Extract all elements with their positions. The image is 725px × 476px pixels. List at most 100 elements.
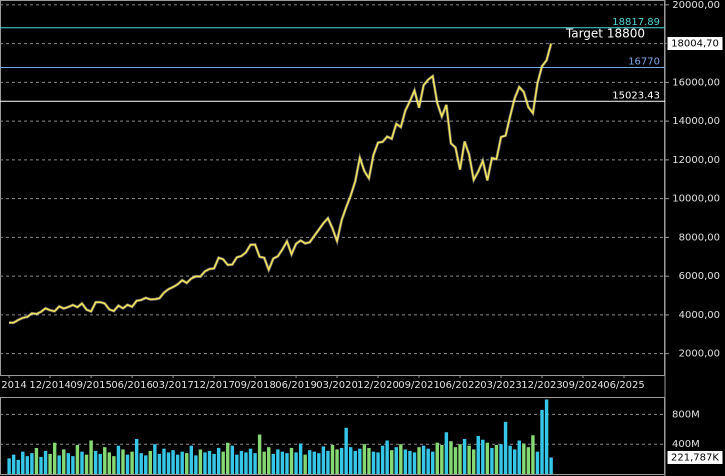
volume-bar <box>371 451 376 474</box>
volume-bar <box>462 438 467 474</box>
volume-bar <box>280 451 285 474</box>
volume-bar <box>230 445 235 474</box>
volume-bar <box>153 444 157 474</box>
y-tick-label: 20000,00 <box>672 0 720 11</box>
volume-bar <box>440 444 444 474</box>
volume-bar <box>376 452 380 474</box>
last-price-label: 18004,70 <box>671 39 719 50</box>
volume-bar <box>417 447 421 474</box>
volume-bar <box>499 444 503 474</box>
volume-bar <box>412 452 417 474</box>
volume-bar <box>121 449 125 474</box>
volume-bar <box>403 449 408 474</box>
volume-bar <box>540 409 544 474</box>
volume-bar <box>57 455 61 474</box>
y-tick-label: 2000,00 <box>679 349 720 360</box>
volume-bar <box>11 454 16 474</box>
volume-bar <box>339 447 344 474</box>
x-tick-label: 09/2024 <box>562 380 604 391</box>
volume-bar <box>549 457 553 474</box>
volume-bar <box>194 455 198 474</box>
y-tick-label: 10000,00 <box>672 194 720 205</box>
volume-bar <box>544 399 549 474</box>
level-label: 16770 <box>628 56 660 67</box>
volume-bar <box>157 453 162 474</box>
volume-bar <box>298 443 303 474</box>
volume-bar <box>21 451 25 474</box>
volume-bar <box>512 449 517 474</box>
volume-bar <box>335 449 339 474</box>
volume-bar <box>248 448 253 474</box>
volume-bar <box>166 452 171 474</box>
volume-bar <box>326 450 330 474</box>
volume-bar <box>216 447 221 474</box>
volume-bar <box>294 452 298 474</box>
volume-bar <box>93 450 98 474</box>
volume-bar <box>362 444 367 474</box>
volume-bar <box>125 454 130 474</box>
x-tick-label: 06/2025 <box>603 380 645 391</box>
volume-bar <box>531 435 535 474</box>
volume-bar <box>349 447 353 474</box>
volume-bar <box>330 444 335 474</box>
volume-bar <box>476 436 480 474</box>
volume-bar <box>62 449 66 474</box>
volume-bar <box>207 450 212 474</box>
volume-bar <box>276 449 280 474</box>
x-tick-label: 06/2022 <box>439 380 481 391</box>
last-price-box <box>666 36 724 52</box>
volume-bar <box>212 453 216 474</box>
volume-bar <box>503 421 508 474</box>
volume-bar <box>43 450 48 474</box>
volume-bar <box>175 454 180 474</box>
y-tick-label: 14000,00 <box>672 116 720 127</box>
volume-bar <box>71 456 75 474</box>
volume-bar <box>353 450 357 474</box>
x-tick-label: 03/2020 <box>316 380 358 391</box>
volume-bar <box>271 453 275 474</box>
volume-bar <box>471 449 476 474</box>
volume-bar <box>508 445 512 474</box>
price-frame <box>0 0 665 376</box>
volume-bar <box>467 445 471 474</box>
volume-bar <box>84 454 89 474</box>
volume-tick-label: 800M <box>672 409 700 420</box>
volume-bar <box>189 445 194 474</box>
volume-bar <box>89 440 93 474</box>
last-volume-box <box>666 449 724 465</box>
x-tick-label: 12/2020 <box>357 380 399 391</box>
volume-bar <box>408 450 412 474</box>
volume-bar <box>139 453 143 474</box>
x-tick-label: 03/2017 <box>152 380 194 391</box>
volume-bar <box>321 446 326 474</box>
y-tick-label: 8000,00 <box>679 232 720 243</box>
volume-bar <box>344 427 348 474</box>
volume-bar <box>112 456 116 474</box>
volume-bar <box>75 444 80 474</box>
volume-bar <box>25 456 30 474</box>
x-tick-label: 06/2019 <box>275 380 317 391</box>
volume-bar <box>481 439 485 474</box>
volume-bar <box>390 450 394 474</box>
volume-bar <box>267 447 271 474</box>
volume-bar <box>7 458 11 474</box>
volume-bar <box>239 450 244 474</box>
x-tick-label: 12/2017 <box>193 380 235 391</box>
volume-bar <box>34 447 39 474</box>
x-tick-label: 12/2023 <box>521 380 563 391</box>
volume-bar <box>198 449 203 474</box>
volume-bar <box>130 451 134 474</box>
volume-bar <box>144 455 148 474</box>
volume-bar <box>449 441 453 474</box>
volume-bar <box>171 450 175 474</box>
volume-bar <box>244 452 248 474</box>
volume-bar <box>52 442 57 474</box>
y-tick-label: 4000,00 <box>679 310 720 321</box>
volume-bar <box>30 453 34 474</box>
volume-bar <box>148 450 153 474</box>
volume-bar <box>458 444 462 474</box>
volume-bar <box>312 451 316 474</box>
volume-bar <box>453 447 458 474</box>
